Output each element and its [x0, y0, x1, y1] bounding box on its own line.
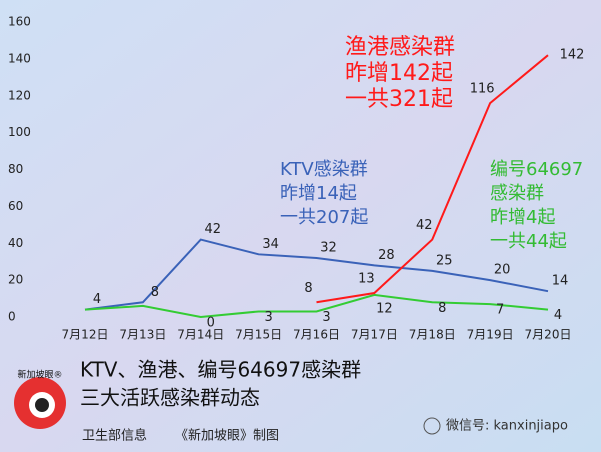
x-tick-label: 7月17日 [351, 328, 398, 342]
annotation: 一共321起 [345, 87, 453, 112]
data-label: 8 [304, 281, 312, 296]
x-tick-label: 7月13日 [119, 328, 166, 342]
annotation: 昨增142起 [345, 61, 453, 86]
data-label: 4 [554, 308, 562, 323]
watermark: 微信号: kanxinjiapo [446, 419, 568, 434]
series-line [84, 238, 549, 311]
annotation: 渔港感染群 [345, 35, 455, 60]
y-tick-label: 60 [8, 199, 23, 213]
data-label: 142 [560, 48, 585, 63]
y-tick-label: 140 [8, 51, 31, 65]
data-label: 7 [496, 303, 504, 318]
series-line [316, 54, 549, 304]
logo-text: 新加坡眼® [17, 369, 62, 381]
y-tick-label: 40 [8, 236, 23, 250]
annotation: 感染群 [490, 183, 544, 204]
data-label: 28 [378, 248, 395, 263]
credit: 《新加坡眼》制图 [175, 428, 279, 444]
data-label: 14 [552, 274, 569, 289]
data-label: 25 [436, 253, 453, 268]
wechat-icon [423, 417, 441, 435]
data-label: 0 [207, 316, 215, 331]
x-tick-label: 7月20日 [525, 328, 572, 342]
data-label: 3 [322, 310, 330, 325]
data-label: 42 [204, 222, 221, 237]
data-label: 32 [320, 241, 337, 256]
data-label: 8 [438, 301, 446, 316]
y-tick-label: 100 [8, 125, 31, 139]
series-line [84, 293, 549, 319]
logo-pupil [35, 398, 49, 412]
annotation: 昨增14起 [280, 183, 357, 204]
x-tick-label: 7月14日 [177, 328, 224, 342]
chart-title: KTV、渔港、编号64697感染群 [80, 358, 361, 382]
x-tick-label: 7月15日 [235, 328, 282, 342]
y-tick-label: 120 [8, 88, 31, 102]
data-label: 42 [416, 218, 433, 233]
annotation: 昨增4起 [490, 207, 555, 228]
data-label: 34 [262, 237, 279, 252]
data-label: 12 [376, 301, 393, 316]
x-tick-label: 7月16日 [293, 328, 340, 342]
y-tick-label: 80 [8, 162, 23, 176]
annotation: 一共207起 [280, 207, 368, 228]
annotation: 编号64697 [490, 159, 583, 180]
y-tick-label: 160 [8, 15, 31, 29]
annotation: KTV感染群 [280, 159, 368, 180]
data-label: 3 [264, 310, 272, 325]
x-tick-label: 7月18日 [409, 328, 456, 342]
x-tick-label: 7月19日 [467, 328, 514, 342]
data-label: 13 [358, 272, 375, 287]
x-tick-label: 7月12日 [62, 328, 109, 342]
annotation: 一共44起 [490, 231, 567, 252]
source: 卫生部信息 [82, 428, 147, 444]
data-label: 8 [151, 285, 159, 300]
data-label: 116 [470, 82, 495, 97]
data-label: 4 [93, 292, 101, 307]
chart-subtitle: 三大活跃感染群动态 [80, 386, 260, 410]
y-tick-label: 0 [8, 310, 16, 324]
data-label: 20 [494, 263, 511, 278]
y-tick-label: 20 [8, 273, 23, 287]
